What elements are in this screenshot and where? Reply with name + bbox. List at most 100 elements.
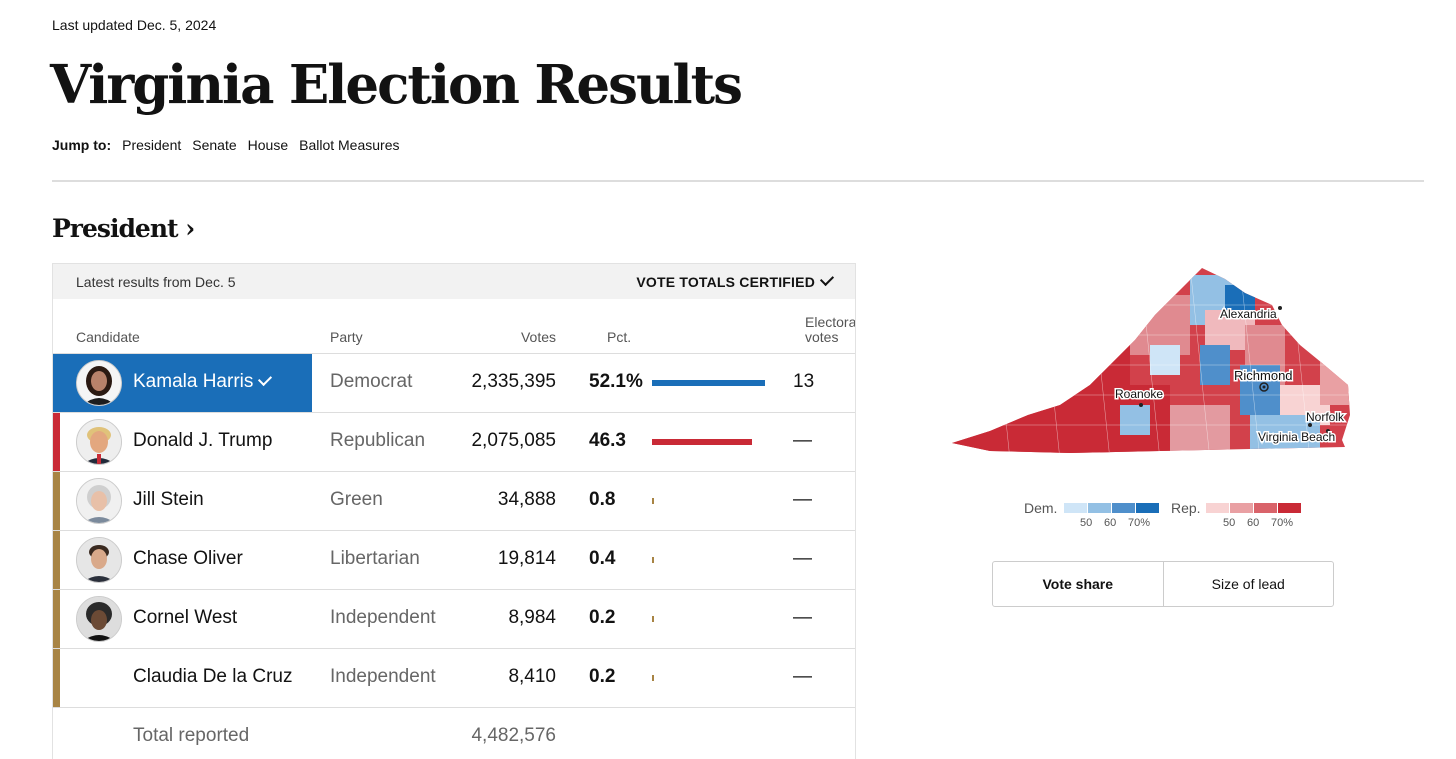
legend-swatch bbox=[1254, 503, 1277, 513]
results-table-header: Latest results from Dec. 5 VOTE TOTALS C… bbox=[53, 264, 855, 299]
table-row: Chase Oliver Libertarian 19,814 0.4 — bbox=[53, 531, 855, 590]
pct-bar bbox=[652, 557, 654, 563]
candidate-party: Independent bbox=[330, 607, 436, 629]
pct-bar bbox=[652, 616, 654, 622]
legend-tick: 50 bbox=[1080, 517, 1092, 529]
candidate-party: Independent bbox=[330, 666, 436, 688]
candidate-votes: 8,984 bbox=[508, 607, 556, 629]
candidate-pct: 0.4 bbox=[589, 548, 615, 570]
legend-dem-label: Dem. bbox=[1024, 500, 1057, 516]
vote-share-button[interactable]: Vote share bbox=[993, 562, 1163, 606]
table-row: Donald J. Trump Republican 2,075,085 46.… bbox=[53, 413, 855, 472]
map-label-roanoke: Roanoke bbox=[1115, 387, 1163, 401]
winner-check-icon bbox=[258, 372, 272, 386]
col-votes: Votes bbox=[521, 329, 556, 345]
jump-link-senate[interactable]: Senate bbox=[192, 137, 236, 153]
legend-swatch bbox=[1136, 503, 1159, 513]
party-color-bar bbox=[53, 590, 60, 648]
candidate-name: Chase Oliver bbox=[133, 548, 243, 570]
legend-tick: 50 bbox=[1223, 517, 1235, 529]
pct-bar bbox=[652, 439, 752, 445]
page-title: Virginia Election Results bbox=[50, 50, 741, 120]
map-label-richmond: Richmond bbox=[1234, 368, 1293, 383]
candidate-name: Jill Stein bbox=[133, 489, 204, 511]
table-row: Claudia De la Cruz Independent 8,410 0.2… bbox=[53, 649, 855, 708]
candidate-name: Claudia De la Cruz bbox=[133, 666, 292, 688]
col-party: Party bbox=[330, 329, 363, 345]
divider bbox=[52, 180, 1424, 182]
candidate-pct: 46.3 bbox=[589, 430, 626, 452]
county-map[interactable]: Alexandria Richmond Roanoke Norfolk Virg… bbox=[950, 265, 1380, 460]
candidate-party: Green bbox=[330, 489, 383, 511]
candidate-ev: — bbox=[793, 489, 812, 511]
legend-swatch bbox=[1064, 503, 1087, 513]
candidate-ev: — bbox=[793, 548, 812, 570]
legend-tick: 60 bbox=[1104, 517, 1116, 529]
candidate-votes: 2,075,085 bbox=[471, 430, 556, 452]
candidate-votes: 19,814 bbox=[498, 548, 556, 570]
party-color-bar bbox=[53, 649, 60, 707]
candidate-pct: 0.2 bbox=[589, 666, 615, 688]
total-label: Total reported bbox=[133, 725, 249, 747]
total-row: Total reported 4,482,576 bbox=[53, 708, 855, 759]
legend-tick: 60 bbox=[1247, 517, 1259, 529]
legend-swatch bbox=[1230, 503, 1253, 513]
map-label-virginia-beach: Virginia Beach bbox=[1258, 430, 1335, 444]
table-row: Jill Stein Green 34,888 0.8 — bbox=[53, 472, 855, 531]
candidate-pct: 0.8 bbox=[589, 489, 615, 511]
pct-bar bbox=[652, 498, 654, 504]
candidate-name: Donald J. Trump bbox=[133, 430, 272, 452]
avatar bbox=[76, 478, 122, 524]
candidate-ev: — bbox=[793, 607, 812, 629]
map-label-alexandria: Alexandria bbox=[1220, 307, 1277, 321]
avatar bbox=[76, 596, 122, 642]
table-row: Kamala Harris Democrat 2,335,395 52.1% 1… bbox=[53, 354, 855, 413]
section-title-president[interactable]: President › bbox=[52, 214, 194, 243]
candidate-votes: 34,888 bbox=[498, 489, 556, 511]
column-headers: Candidate Party Votes Pct. Electoral vote… bbox=[53, 299, 855, 354]
candidate-votes: 2,335,395 bbox=[471, 371, 556, 393]
legend-swatch bbox=[1278, 503, 1301, 513]
candidate-votes: 8,410 bbox=[508, 666, 556, 688]
candidate-party: Republican bbox=[330, 430, 425, 452]
candidate-party: Democrat bbox=[330, 371, 412, 393]
table-row: Cornel West Independent 8,984 0.2 — bbox=[53, 590, 855, 649]
candidate-pct: 52.1% bbox=[589, 371, 643, 393]
pct-bar bbox=[652, 675, 654, 681]
legend-swatch bbox=[1088, 503, 1111, 513]
party-color-bar bbox=[53, 472, 60, 530]
map-mode-toggle: Vote share Size of lead bbox=[992, 561, 1334, 607]
size-of-lead-button[interactable]: Size of lead bbox=[1163, 562, 1334, 606]
jump-link-house[interactable]: House bbox=[248, 137, 288, 153]
legend-tick: 70% bbox=[1271, 517, 1293, 529]
candidate-party: Libertarian bbox=[330, 548, 420, 570]
candidate-name: Cornel West bbox=[133, 607, 237, 629]
latest-results-text: Latest results from Dec. 5 bbox=[76, 274, 236, 290]
certified-badge: VOTE TOTALS CERTIFIED bbox=[636, 274, 833, 290]
party-color-bar bbox=[53, 413, 60, 471]
total-votes: 4,482,576 bbox=[471, 725, 556, 747]
col-electoral-votes: Electoral votes bbox=[777, 315, 833, 330]
map-label-norfolk: Norfolk bbox=[1306, 410, 1345, 424]
avatar bbox=[76, 537, 122, 583]
candidate-ev: 13 bbox=[793, 371, 814, 393]
col-candidate: Candidate bbox=[76, 329, 140, 345]
candidate-ev: — bbox=[793, 666, 812, 688]
candidate-pct: 0.2 bbox=[589, 607, 615, 629]
results-table: Latest results from Dec. 5 VOTE TOTALS C… bbox=[52, 263, 856, 759]
jump-label: Jump to: bbox=[52, 137, 111, 153]
legend-swatch bbox=[1206, 503, 1229, 513]
party-color-bar bbox=[53, 531, 60, 589]
check-icon bbox=[820, 272, 834, 286]
legend-tick: 70% bbox=[1128, 517, 1150, 529]
avatar bbox=[76, 360, 122, 406]
candidate-name: Kamala Harris bbox=[133, 371, 271, 393]
last-updated: Last updated Dec. 5, 2024 bbox=[52, 17, 216, 33]
jump-link-ballot-measures[interactable]: Ballot Measures bbox=[299, 137, 399, 153]
jump-nav: Jump to: President Senate House Ballot M… bbox=[52, 137, 400, 153]
avatar bbox=[76, 419, 122, 465]
jump-link-president[interactable]: President bbox=[122, 137, 181, 153]
col-pct: Pct. bbox=[607, 329, 631, 345]
legend-swatch bbox=[1112, 503, 1135, 513]
candidate-ev: — bbox=[793, 430, 812, 452]
